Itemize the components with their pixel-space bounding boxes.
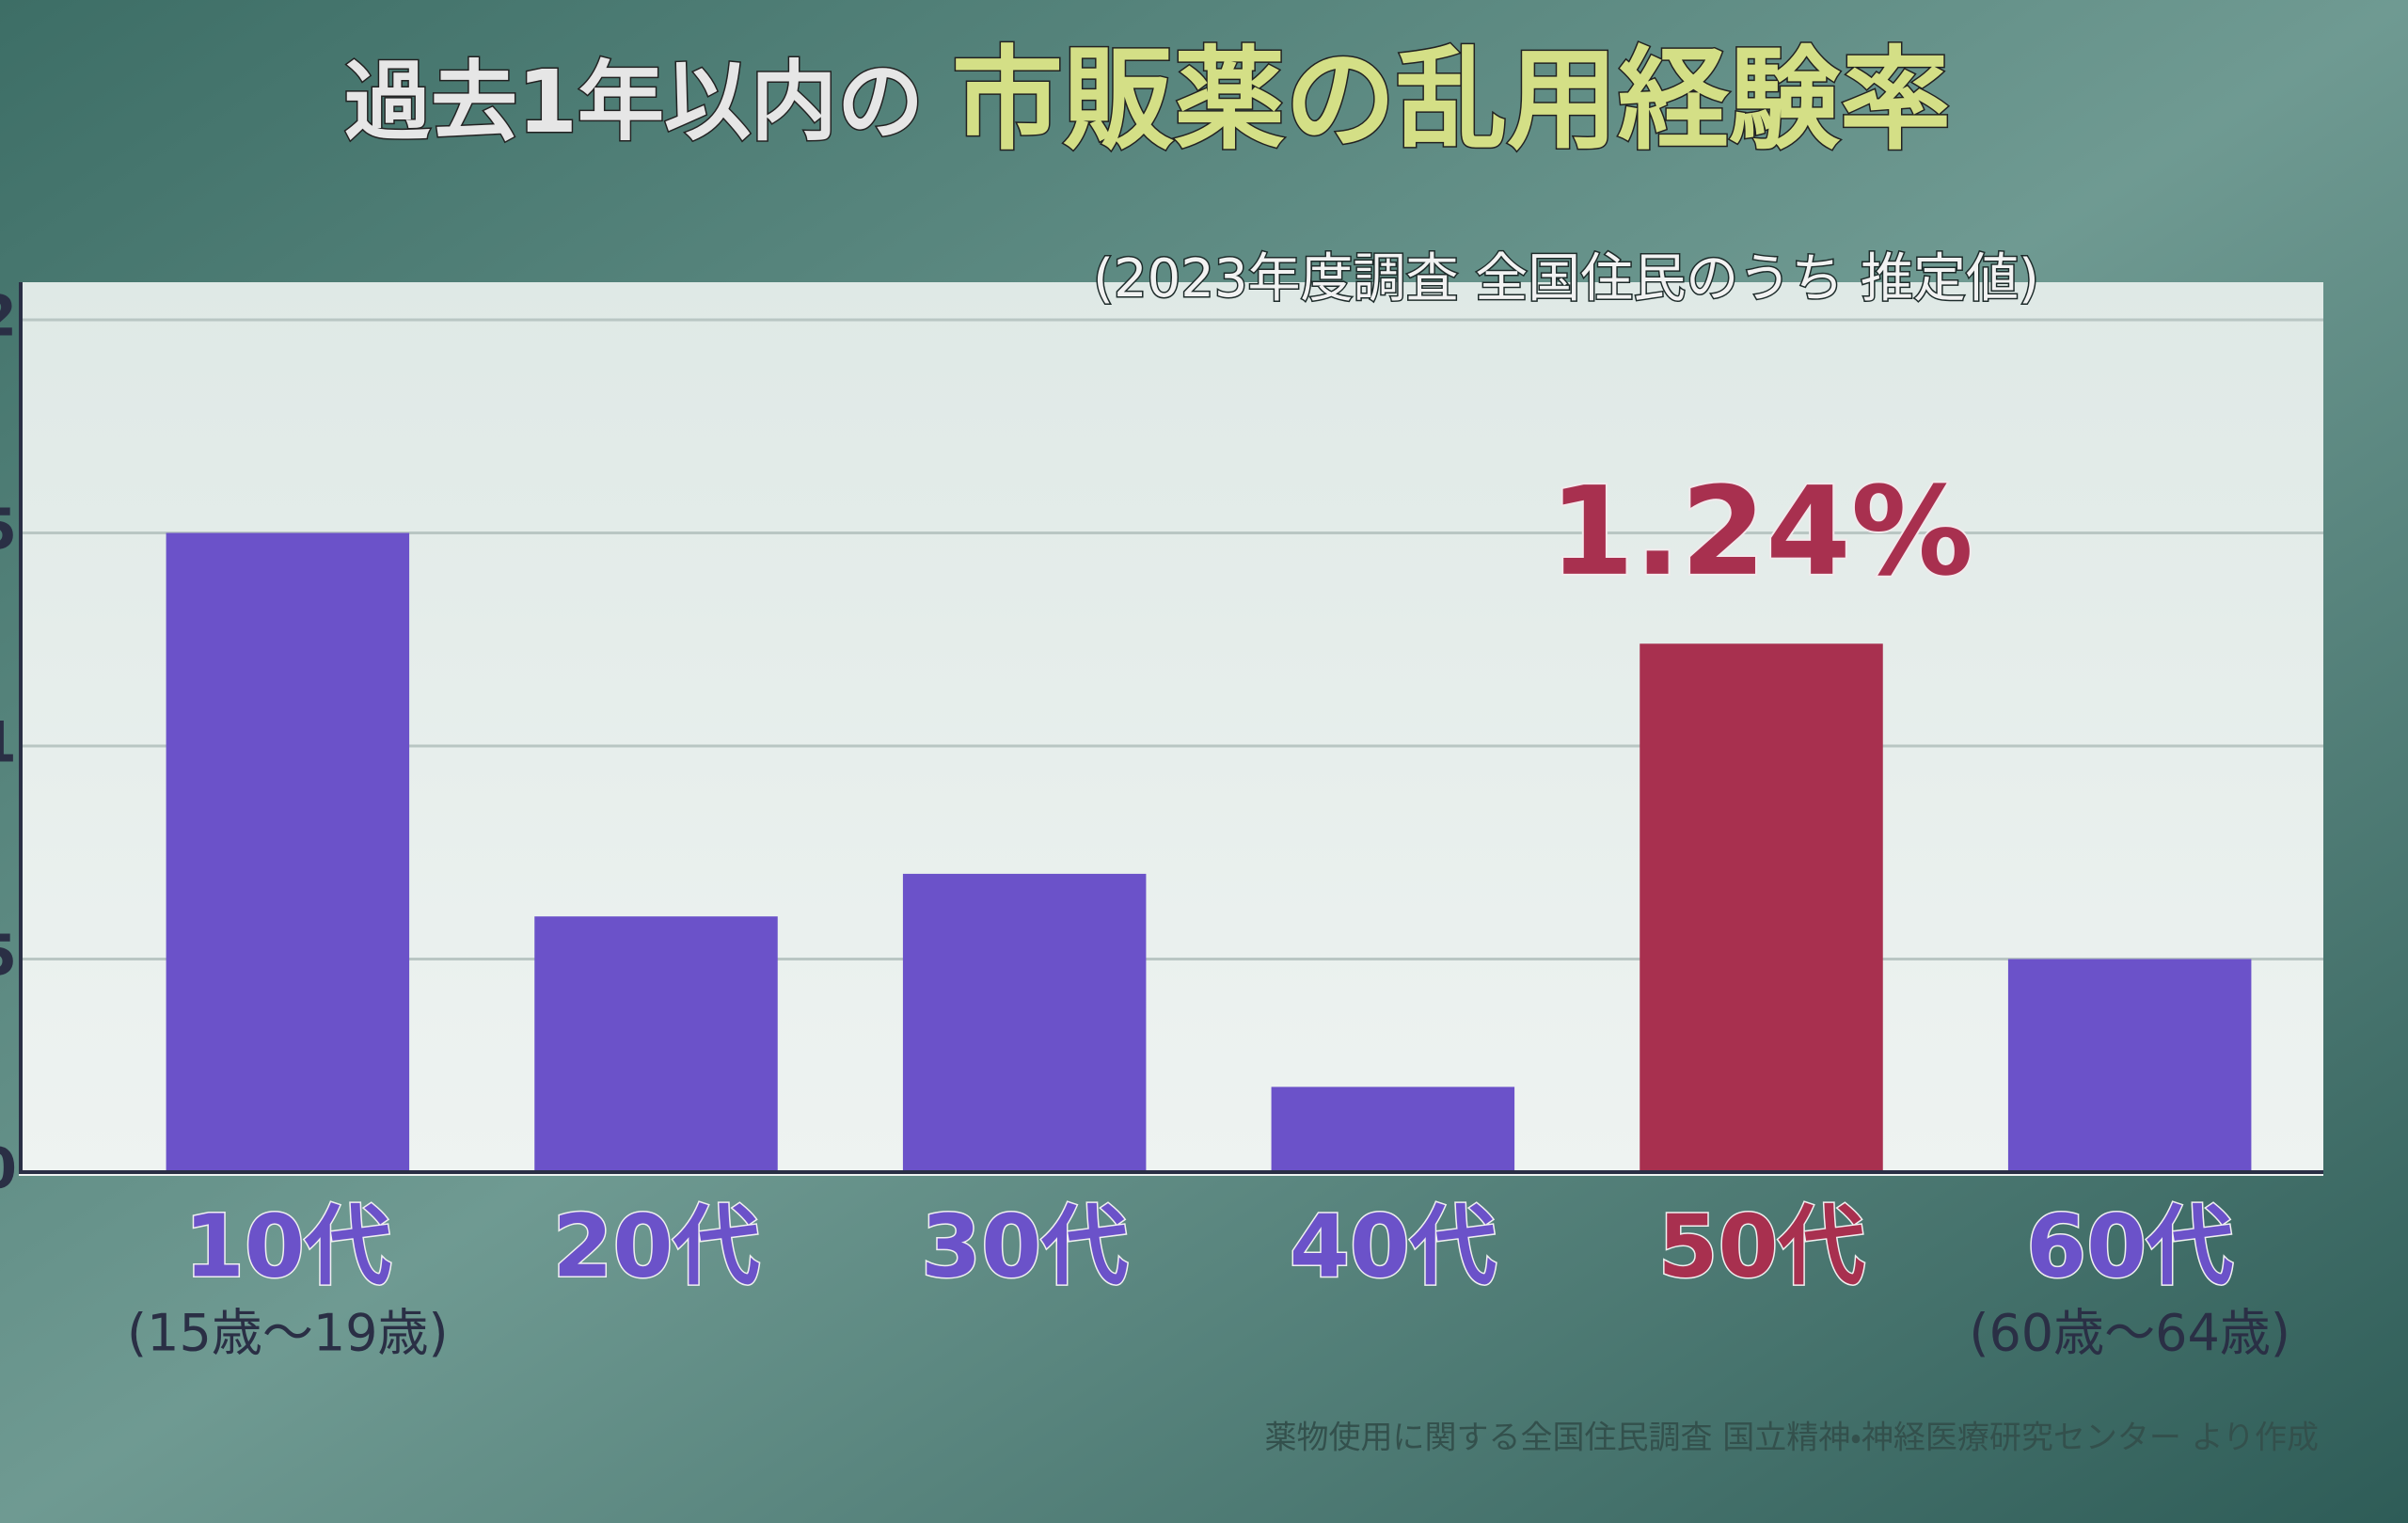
title-emphasis: 市販薬の乱用経験率	[952, 35, 1951, 165]
x-tick-label: 20代	[552, 1196, 759, 1296]
x-tick-label: 60代	[2026, 1196, 2233, 1296]
bar	[1271, 1087, 1515, 1172]
value-label: 1.24%	[1549, 460, 1973, 603]
x-tick-label: 10代	[184, 1196, 391, 1296]
bar	[166, 532, 410, 1172]
x-tick-note: (15歳～19歳)	[127, 1304, 449, 1363]
y-tick-label: 2	[0, 284, 17, 350]
chart-subtitle: (2023年度調査 全国住民のうち 推定値)	[1093, 248, 2039, 309]
title-prefix: 過去1年以内の	[344, 52, 924, 152]
bar	[534, 916, 778, 1172]
x-tick-note: (60歳～64歳)	[1969, 1304, 2290, 1363]
bar	[1640, 643, 1883, 1172]
chart-title: 過去1年以内の 市販薬の乱用経験率	[344, 35, 1951, 165]
y-tick-label: 0	[0, 1136, 17, 1202]
bar	[2007, 959, 2252, 1172]
y-tick-label: 0.5	[0, 923, 17, 989]
y-tick-label: 1	[0, 710, 17, 776]
plot: 0 0.5 1 1.5 2 10代 (15歳～19歳) 20代 30代 40代 50代 1.24% 60…	[0, 282, 2323, 1363]
x-tick-label: 50代	[1657, 1196, 1864, 1296]
x-tick-label: 30代	[921, 1196, 1128, 1296]
source-note: 薬物使用に関する全国住民調査 国立精神・神経医療研究センター より作成	[1265, 1420, 2320, 1457]
x-tick-label: 40代	[1290, 1196, 1497, 1296]
bar	[902, 873, 1147, 1172]
y-tick-label: 1.5	[0, 497, 17, 563]
